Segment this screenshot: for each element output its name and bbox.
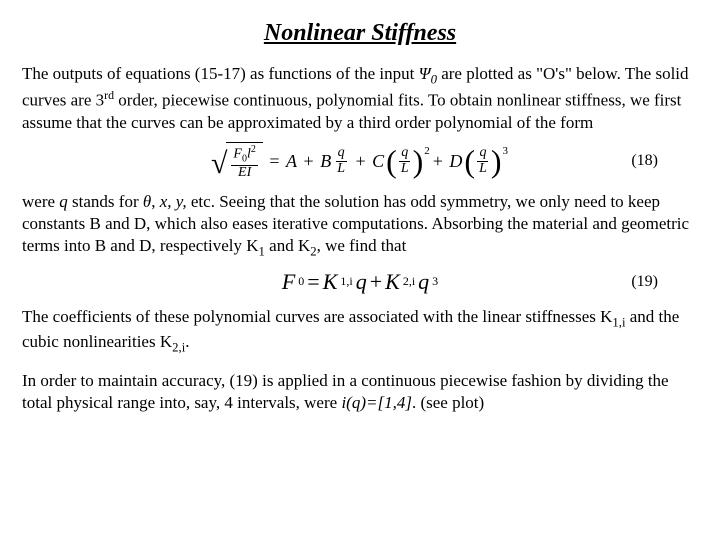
paragraph-2: were q stands for θ, x, y, etc. Seeing t… — [22, 191, 698, 260]
eq19-K1: K — [323, 268, 338, 297]
frac-l-sup: 2 — [251, 144, 256, 155]
q3: q — [477, 146, 488, 162]
equation-18: √ F0l2 EI = A + B q L + C ( q L ) 2 + D — [211, 142, 509, 181]
eq19-F: F — [282, 268, 295, 297]
frac-qL-2: q L — [399, 146, 411, 176]
p2-a: were — [22, 192, 59, 211]
p2-xy: x, y, — [160, 192, 187, 211]
p2-theta: θ — [143, 192, 151, 211]
eq19-q1: q — [356, 268, 367, 297]
frac-den: EI — [236, 166, 253, 181]
page-title: Nonlinear Stiffness — [22, 18, 698, 49]
p3-sub1: 1,i — [612, 316, 625, 330]
ord-sup: rd — [104, 88, 114, 102]
eq19-q2-sup: 3 — [432, 274, 438, 290]
L3: L — [477, 162, 489, 177]
frac-qL-1: q L — [335, 146, 347, 176]
term-C: C — [372, 150, 384, 173]
eq-equals: = — [265, 150, 284, 173]
sqrt-radicand: F0l2 EI — [226, 142, 262, 181]
equation-19: F0 = K1,iq + K2,iq3 — [282, 268, 438, 297]
power-2: 2 — [424, 144, 430, 158]
p2-c: , — [151, 192, 160, 211]
term-B: B — [320, 150, 331, 173]
L1: L — [335, 162, 347, 177]
frac-F: F — [233, 147, 242, 162]
frac-qL-3: q L — [477, 146, 489, 176]
p2-q: q — [59, 192, 68, 211]
p3-a: The coefficients of these polynomial cur… — [22, 307, 612, 326]
equation-18-row: √ F0l2 EI = A + B q L + C ( q L ) 2 + D — [22, 142, 698, 181]
p4-iq: i(q)=[1,4] — [341, 393, 412, 412]
plus-1: + — [299, 150, 318, 173]
paragraph-4: In order to maintain accuracy, (19) is a… — [22, 370, 698, 414]
eq18-number: (18) — [631, 151, 658, 172]
eq19-K2-sub: 2,i — [403, 274, 415, 290]
p3-c: . — [185, 332, 189, 351]
term-A: A — [286, 150, 297, 173]
q2: q — [399, 146, 410, 162]
p2-f: , we find that — [317, 236, 407, 255]
plus-3: + — [433, 150, 448, 173]
psi-symbol: Ψ — [419, 64, 431, 83]
p2-e: and K — [265, 236, 310, 255]
power-3: 3 — [503, 144, 509, 158]
p1-text-a: The outputs of equations (15-17) as func… — [22, 64, 419, 83]
p1-text-c: order, piecewise continuous, polynomial … — [22, 91, 681, 132]
paren-group-3: ( q L ) — [464, 146, 501, 176]
term-D: D — [449, 150, 462, 173]
p3-sub2: 2,i — [172, 341, 185, 355]
paragraph-3: The coefficients of these polynomial cur… — [22, 306, 698, 356]
eq19-number: (19) — [631, 272, 658, 293]
eq19-equals: = — [307, 268, 319, 297]
paragraph-1: The outputs of equations (15-17) as func… — [22, 63, 698, 134]
L2: L — [399, 162, 411, 177]
eq19-K1-sub: 1,i — [340, 274, 352, 290]
q1: q — [336, 146, 347, 162]
p4-b: . (see plot) — [412, 393, 484, 412]
p2-b: stands for — [68, 192, 143, 211]
eq19-q2: q — [418, 268, 429, 297]
plus-2: + — [351, 150, 370, 173]
paren-group-2: ( q L ) — [386, 146, 423, 176]
equation-19-row: F0 = K1,iq + K2,iq3 (19) — [22, 268, 698, 297]
lhs-fraction: F0l2 EI — [231, 145, 257, 181]
eq19-F-sub: 0 — [298, 274, 304, 290]
eq19-K2: K — [385, 268, 400, 297]
eq19-plus: + — [370, 268, 382, 297]
